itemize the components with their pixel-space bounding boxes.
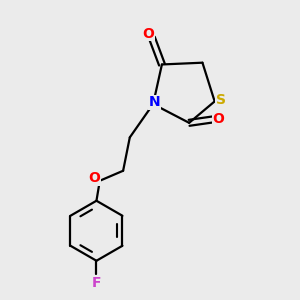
Text: O: O	[142, 27, 154, 41]
Text: F: F	[92, 276, 101, 290]
Text: O: O	[88, 171, 101, 185]
Text: O: O	[212, 112, 224, 126]
Text: S: S	[216, 93, 226, 107]
Text: N: N	[149, 95, 160, 110]
